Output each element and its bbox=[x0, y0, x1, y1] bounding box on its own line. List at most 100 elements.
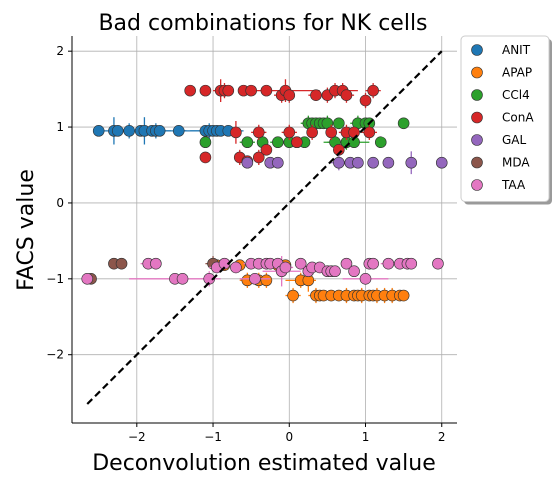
data-point bbox=[359, 94, 372, 107]
data-point bbox=[92, 125, 105, 137]
legend-marker bbox=[471, 179, 483, 191]
data-point bbox=[260, 84, 273, 97]
data-point bbox=[123, 125, 135, 137]
x-ticks: −2 −1 0 1 2 bbox=[128, 423, 446, 444]
legend-marker bbox=[471, 134, 483, 146]
x-tick-label: −2 bbox=[128, 430, 146, 444]
legend-label: GAL bbox=[502, 133, 527, 147]
identity-line bbox=[86, 50, 443, 405]
data-point bbox=[435, 156, 448, 169]
data-point bbox=[329, 265, 341, 278]
data-point bbox=[367, 257, 379, 270]
data-point bbox=[306, 126, 318, 139]
legend-label: CCl4 bbox=[502, 88, 530, 102]
data-point bbox=[340, 89, 353, 101]
data-point bbox=[203, 273, 216, 285]
data-point bbox=[405, 156, 418, 169]
data-point bbox=[367, 84, 379, 97]
data-point bbox=[260, 274, 273, 287]
data-point bbox=[230, 126, 242, 139]
data-point bbox=[287, 289, 299, 302]
data-point bbox=[172, 125, 185, 137]
y-tick-label: −1 bbox=[46, 272, 64, 286]
legend-marker bbox=[471, 89, 483, 101]
legend-label: TAA bbox=[501, 178, 526, 192]
data-point bbox=[199, 84, 212, 97]
plot-area bbox=[81, 50, 448, 405]
legend-marker bbox=[471, 44, 483, 56]
series-cona bbox=[184, 79, 381, 168]
data-point bbox=[153, 125, 166, 137]
data-point bbox=[340, 257, 353, 270]
data-point bbox=[325, 126, 338, 139]
data-point bbox=[333, 117, 345, 130]
legend-marker bbox=[471, 66, 483, 79]
legend-label: ConA bbox=[502, 111, 534, 125]
series-gal bbox=[241, 151, 448, 175]
legend-label: ANIT bbox=[502, 43, 531, 57]
data-point bbox=[352, 156, 364, 169]
data-point bbox=[348, 265, 360, 278]
data-point bbox=[218, 257, 231, 270]
data-point bbox=[245, 84, 257, 97]
data-point bbox=[176, 273, 189, 285]
data-point bbox=[279, 261, 292, 274]
data-point bbox=[272, 156, 284, 169]
data-point bbox=[283, 126, 296, 139]
y-tick-label: −2 bbox=[46, 348, 64, 362]
data-point bbox=[252, 126, 265, 139]
data-point bbox=[241, 156, 254, 169]
data-point bbox=[348, 126, 360, 139]
y-tick-label: 2 bbox=[56, 44, 64, 58]
data-point bbox=[199, 151, 212, 164]
data-point bbox=[291, 136, 303, 149]
axes bbox=[71, 36, 457, 424]
x-tick-label: −1 bbox=[204, 430, 222, 444]
data-point bbox=[397, 289, 410, 302]
data-point bbox=[294, 257, 307, 270]
data-point bbox=[374, 136, 387, 149]
data-point bbox=[333, 156, 345, 169]
data-point bbox=[382, 257, 395, 270]
data-point bbox=[260, 144, 273, 156]
legend-marker bbox=[471, 156, 483, 169]
data-point bbox=[363, 126, 376, 139]
chart-title: Bad combinations for NK cells bbox=[98, 11, 427, 36]
x-tick-label: 1 bbox=[362, 430, 370, 444]
data-point bbox=[397, 117, 410, 130]
series-taa bbox=[81, 256, 444, 287]
legend-label: APAP bbox=[502, 66, 532, 80]
data-point bbox=[222, 84, 235, 97]
y-tick-label: 0 bbox=[56, 196, 64, 210]
data-point bbox=[367, 156, 379, 169]
data-point bbox=[272, 136, 284, 149]
legend-box bbox=[460, 35, 550, 202]
data-point bbox=[184, 84, 196, 97]
data-point bbox=[405, 257, 418, 270]
data-point bbox=[283, 89, 296, 101]
x-tick-label: 2 bbox=[438, 430, 446, 444]
x-tick-label: 0 bbox=[285, 430, 293, 444]
x-axis-label: Deconvolution estimated value bbox=[92, 451, 436, 476]
data-point bbox=[359, 273, 372, 285]
data-point bbox=[199, 136, 212, 149]
y-tick-label: 1 bbox=[56, 120, 64, 134]
y-axis-label: FACS value bbox=[14, 169, 39, 291]
data-point bbox=[241, 136, 254, 149]
data-point bbox=[432, 257, 444, 270]
legend-label: MDA bbox=[502, 156, 530, 170]
data-point bbox=[115, 257, 128, 270]
legend-marker bbox=[471, 111, 483, 124]
data-point bbox=[249, 273, 261, 285]
data-point bbox=[230, 261, 242, 274]
data-point bbox=[310, 89, 322, 101]
legend: ANIT APAP CCl4 ConA GAL MDA TAA bbox=[460, 35, 552, 205]
data-point bbox=[81, 273, 94, 285]
series-anit bbox=[92, 117, 244, 145]
data-point bbox=[111, 125, 124, 137]
data-point bbox=[252, 151, 265, 164]
data-point bbox=[150, 257, 162, 270]
data-point bbox=[382, 156, 395, 169]
y-ticks: −2 −1 0 1 2 bbox=[46, 44, 72, 362]
